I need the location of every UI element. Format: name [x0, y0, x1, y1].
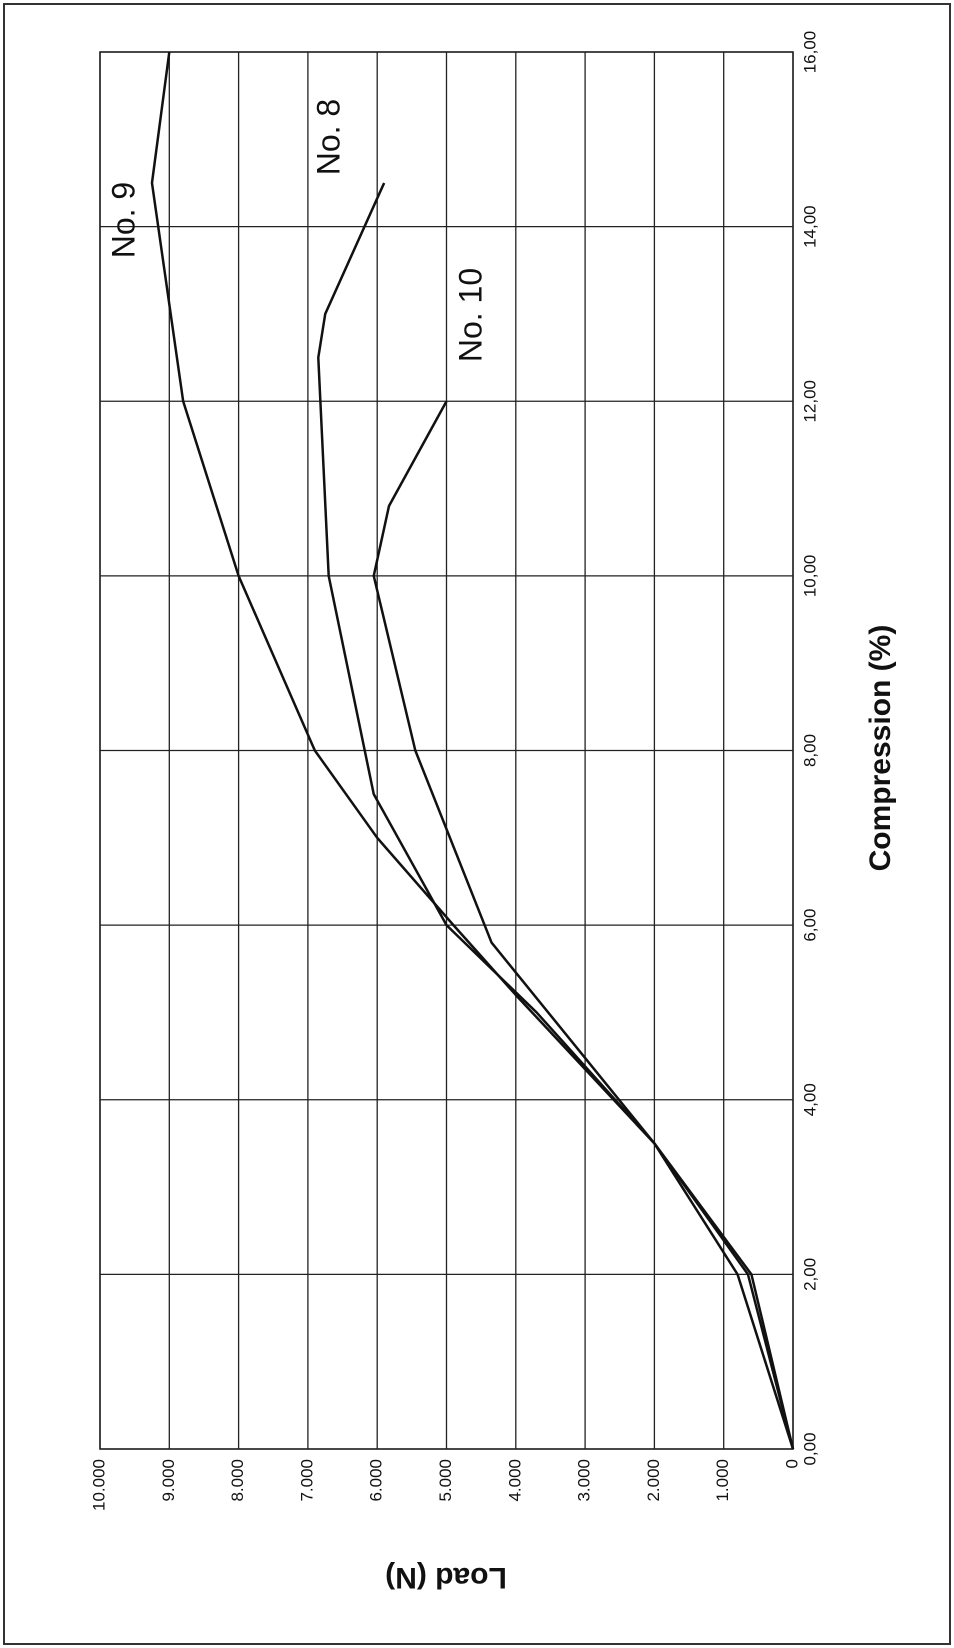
y-tick-label: 9.000 [159, 1459, 178, 1502]
series-label: No. 8 [310, 99, 346, 175]
x-tick-label: 6,00 [800, 909, 819, 942]
plot-group: Compression (%) Load (N) 0,00 2,00 4,00 6,0… [89, 31, 896, 1594]
x-tick-label: 16,00 [800, 31, 819, 74]
x-tick-label: 4,00 [800, 1083, 819, 1116]
series-label: No. 9 [105, 182, 141, 258]
x-axis-title: Compression (%) [864, 625, 897, 872]
x-tick-label: 10,00 [800, 555, 819, 598]
y-axis-title: Load (N) [385, 1561, 507, 1594]
y-tick-label: 2.000 [644, 1459, 663, 1502]
y-tick-label: 5.000 [436, 1459, 455, 1502]
series-line [150, 51, 795, 1450]
y-tick-label: 3.000 [575, 1459, 594, 1502]
x-tick-label: 0,00 [800, 1432, 819, 1465]
x-tick-label: 14,00 [800, 205, 819, 248]
y-tick-label: 7.000 [297, 1459, 316, 1502]
y-tick-label: 4.000 [505, 1459, 524, 1502]
x-tick-label: 8,00 [800, 734, 819, 767]
y-tick-label: 8.000 [228, 1459, 247, 1502]
y-tick-label: 1.000 [713, 1459, 732, 1502]
series-line [372, 400, 795, 1450]
x-tick-label: 2,00 [800, 1258, 819, 1291]
x-tick-label: 12,00 [800, 380, 819, 423]
y-tick-label: 0 [782, 1459, 801, 1468]
frame [3, 3, 951, 1645]
series-label: No. 10 [452, 268, 488, 362]
y-tick-label: 6.000 [367, 1459, 386, 1502]
series-line [317, 182, 795, 1450]
y-tick-label: 10.000 [89, 1459, 108, 1511]
